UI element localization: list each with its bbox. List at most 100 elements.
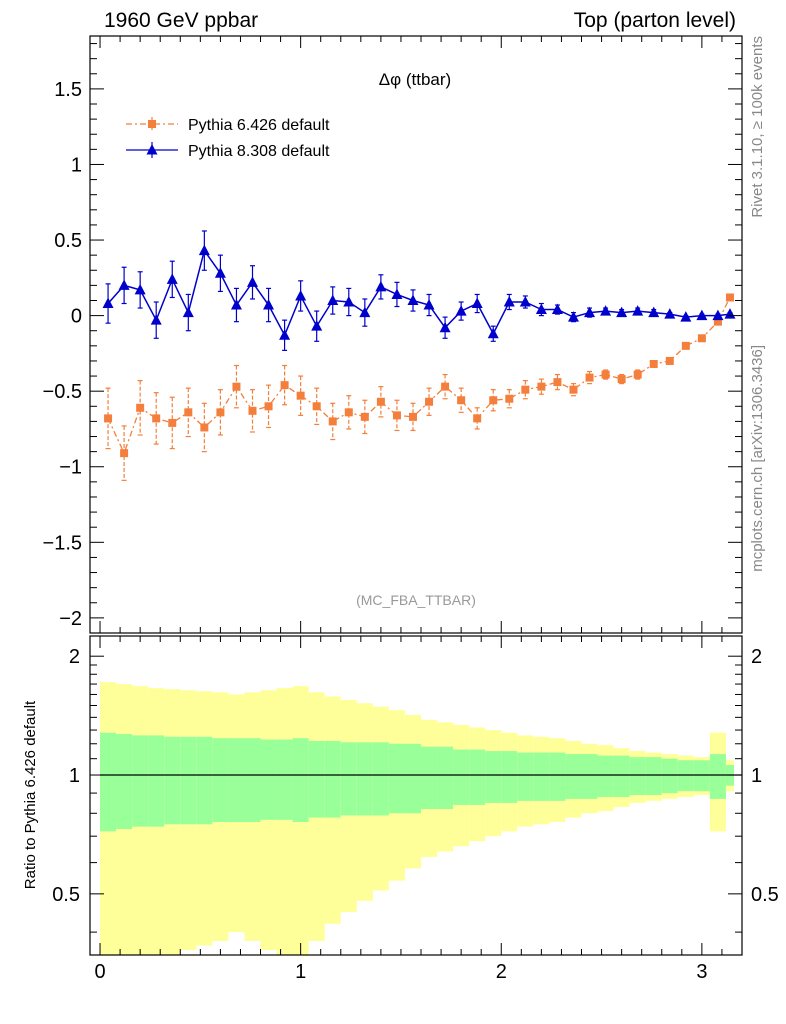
data-point-square — [681, 341, 690, 350]
ratio-panel: 0 1 2 3 0.5 0.5 1 1 2 2 Ratio to Pythia 6.426 def… — [22, 635, 779, 983]
inner-band-bin — [132, 735, 149, 827]
legend: Pythia 6.426 default Pythia 8.308 default — [126, 117, 330, 160]
data-point-square — [296, 391, 305, 400]
data-point-triangle — [198, 244, 210, 256]
inner-band-bin — [485, 751, 502, 803]
y-tick-label: −1.5 — [43, 532, 82, 554]
data-point-triangle — [696, 309, 708, 321]
data-point-triangle — [471, 297, 483, 309]
inner-band-bin — [340, 742, 357, 816]
data-point-square — [617, 375, 626, 384]
data-point-triangle — [263, 299, 275, 310]
inner-band-bin — [100, 732, 117, 832]
data-point-square — [168, 418, 177, 427]
ratio-ylabel: Ratio to Pythia 6.426 default — [22, 700, 39, 889]
header-right: Top (parton level) — [574, 9, 736, 32]
y-tick-label: 0.5 — [54, 230, 82, 252]
data-point-square — [601, 370, 610, 379]
data-point-triangle — [487, 327, 499, 339]
data-point-square — [392, 411, 401, 420]
data-point-square — [649, 359, 658, 368]
inner-band-bin — [709, 754, 726, 799]
data-point-triangle — [134, 283, 146, 295]
data-point-square — [441, 382, 450, 391]
data-point-square — [216, 408, 225, 417]
data-point-triangle — [327, 294, 339, 305]
data-point-square — [473, 414, 482, 423]
series-line-pythia8 — [107, 248, 731, 338]
inner-band-bin — [404, 743, 422, 814]
inner-band-bin — [565, 754, 582, 799]
ratio-y-tick-label-right: 2 — [751, 646, 762, 668]
data-point-square — [152, 414, 161, 423]
error-bar — [217, 389, 223, 436]
inner-band-bin — [597, 755, 614, 797]
inner-band-bin — [693, 760, 710, 792]
data-point-square — [569, 385, 578, 394]
data-point-square — [521, 385, 530, 394]
data-point-triangle — [632, 305, 644, 316]
data-point-square — [280, 381, 289, 390]
data-point-square — [408, 412, 417, 421]
inner-band-bin — [244, 738, 261, 823]
data-point-square — [376, 397, 385, 406]
inner-band-bin — [228, 738, 245, 823]
axes-frame — [89, 35, 743, 634]
data-point-triangle — [166, 273, 178, 284]
legend-label: Pythia 6.426 default — [188, 117, 330, 134]
inner-band-bin — [276, 739, 293, 820]
error-bar — [346, 395, 352, 430]
data-point-triangle — [664, 308, 676, 319]
inner-band-bin — [324, 740, 341, 818]
main-panel: −2 −1.5 −1 −0.5 0 0.5 1 1.5 Δφ (ttbar) (MC_FBA_… — [43, 35, 743, 634]
data-point-triangle — [616, 306, 628, 318]
ratio-y-tick-label: 2 — [69, 646, 80, 668]
legend-item-pythia6: Pythia 6.426 default — [126, 117, 330, 134]
ratio-y-tick-label: 0.5 — [52, 884, 80, 906]
x-tick-label: 1 — [295, 961, 306, 983]
data-point-triangle — [295, 289, 307, 301]
inner-band-bin — [356, 742, 373, 816]
inner-band-bin — [629, 757, 646, 796]
data-point-triangle — [648, 306, 660, 318]
legend-item-pythia8: Pythia 8.308 default — [126, 142, 330, 160]
data-point-square — [713, 317, 722, 326]
data-point-triangle — [150, 314, 162, 325]
data-point-triangle — [359, 306, 371, 318]
inner-band-bin — [437, 746, 454, 810]
data-point-triangle — [343, 296, 355, 307]
data-point-square — [184, 408, 193, 417]
data-point-square — [232, 382, 241, 391]
inner-band-bin — [260, 739, 277, 820]
data-point-square — [633, 370, 642, 379]
inner-band-bin — [116, 734, 133, 829]
inner-band-bin — [164, 736, 181, 825]
data-point-square — [505, 394, 514, 403]
data-point-triangle — [407, 294, 419, 305]
data-point-square — [697, 334, 706, 343]
data-point-triangle — [423, 299, 435, 310]
ratio-y-tick-label: 1 — [69, 765, 80, 787]
data-point-triangle — [439, 321, 451, 333]
data-point-triangle — [118, 279, 130, 290]
y-tick-label: 1 — [71, 154, 82, 176]
data-point-triangle — [712, 309, 724, 321]
data-point-square — [665, 356, 674, 365]
data-point-triangle — [503, 296, 515, 307]
data-point-triangle — [246, 276, 258, 287]
data-point-square — [425, 397, 434, 406]
data-point-triangle — [584, 306, 596, 318]
inner-band-bin — [421, 746, 438, 810]
data-point-triangle — [535, 303, 547, 315]
data-point-triangle — [519, 296, 531, 307]
data-point-square — [312, 402, 321, 411]
data-point-triangle — [455, 305, 467, 316]
inner-band-bin — [196, 736, 213, 825]
y-tick-label: −2 — [59, 608, 82, 630]
y-tick-label: −0.5 — [43, 381, 82, 403]
axes-frame — [89, 635, 743, 956]
x-tick-label: 3 — [696, 961, 707, 983]
inner-band-bin — [388, 743, 405, 814]
analysis-id: (MC_FBA_TTBAR) — [356, 592, 476, 608]
